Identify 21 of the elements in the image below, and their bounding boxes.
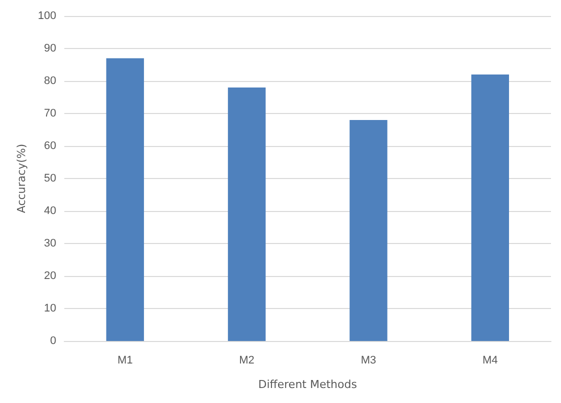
x-tick-label: M4 [482,354,498,366]
y-tick-label: 30 [44,238,56,250]
y-tick-label: 20 [44,270,56,282]
y-tick-label: 50 [44,172,56,184]
y-tick-label: 10 [44,302,56,314]
y-tick-label: 40 [44,205,56,217]
y-tick-label: 100 [38,10,56,22]
x-tick-label: M2 [239,354,254,366]
y-tick-label: 0 [50,335,56,347]
bar [350,120,388,341]
y-axis-title: Accuracy(%) [15,144,28,214]
x-tick-label: M3 [360,354,376,366]
y-tick-label: 60 [44,140,56,152]
y-tick-label: 90 [44,42,56,54]
y-tick-label: 70 [44,108,56,120]
bar [106,58,144,341]
x-tick-label: M1 [117,354,133,366]
bar [228,88,266,341]
y-tick-label: 80 [44,75,56,87]
x-axis-title: Different Methods [258,378,358,391]
bar [471,74,510,341]
